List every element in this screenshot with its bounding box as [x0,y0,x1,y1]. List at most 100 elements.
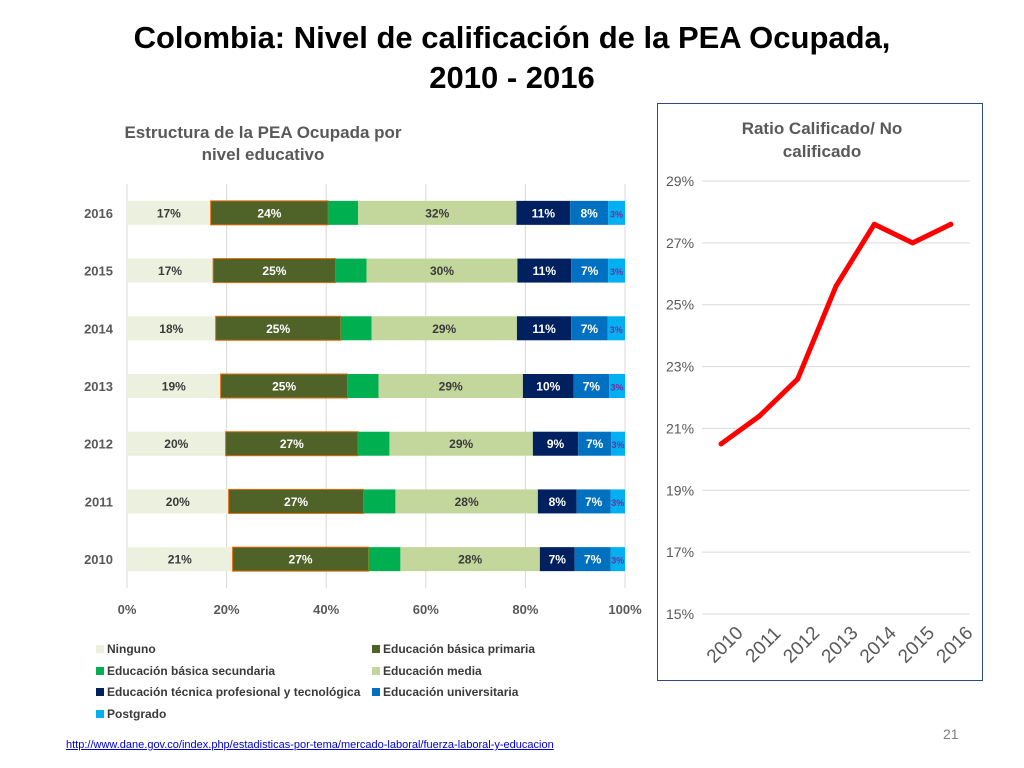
bar-segment [400,547,540,572]
bar-data-label: 20% [164,437,188,451]
bar-segment [608,200,625,225]
legend-item: Educación técnica profesional y tecnológ… [96,684,360,700]
line-chart-y-tick: 17% [666,544,694,560]
bar-segment [232,546,370,572]
bar-segment [358,200,517,225]
bar-data-label: 7% [586,437,604,451]
line-chart: Ratio Calificado/ No calificado 15% 17% 19% 2… [666,119,977,668]
line-chart-y-tick: 19% [666,482,694,498]
bar-chart-x-tick: 100% [608,602,642,617]
bar-chart-category-label: 2013 [84,379,113,394]
bar-data-label: 28% [458,553,482,567]
bar-segment [347,374,379,398]
bar-segment [366,258,518,283]
bar-segment [127,200,211,225]
bar-data-label: 20% [166,495,190,509]
bar-segment [609,374,625,398]
bar-data-label: 30% [430,264,454,278]
bar-segment [607,316,625,341]
legend-item: Educación universitaria [372,684,518,700]
legend-swatch [372,645,380,653]
bar-data-label: 7% [583,380,601,394]
bar-segment [127,489,229,514]
bar-data-label: 21% [168,553,192,567]
bar-segment [127,258,214,283]
line-chart-series [718,221,954,447]
bar-segment [574,547,611,572]
bar-data-label: 32% [425,206,449,220]
legend-swatch [96,645,104,653]
bar-chart-category-label: 2012 [84,437,113,452]
bar-chart-legend: Ninguno Educación básica primaria Educació… [96,641,596,727]
bar-data-label: 10% [536,380,560,394]
bar-data-label: 3% [612,440,625,450]
bar-chart-title: Estructura de la PEA Ocupada por [124,123,401,142]
bar-segment [532,431,579,456]
bar-segment [371,316,517,341]
bar-chart-x-tick: 20% [214,602,240,617]
bar-segment [328,200,359,225]
bar-data-label: 9% [547,437,565,451]
bar-segment [537,489,577,514]
bar-data-label: 7% [549,553,567,567]
line-chart-x-tick: 2013 [818,623,863,668]
bar-chart-category-label: 2016 [84,206,113,221]
slide-title: Colombia: Nivel de calificación de la PE… [60,18,964,98]
bar-segment [571,316,608,341]
bar-data-label: 19% [162,380,186,394]
line-chart-title: Ratio Calificado/ No [742,119,903,138]
bar-segment [225,431,359,457]
legend-swatch [96,688,104,696]
bar-segment [220,373,349,399]
line-chart-frame: Ratio Calificado/ No calificado 15% 17% 19% 2… [657,103,983,681]
legend-swatch [96,666,104,675]
bar-segment [127,547,233,572]
source-link[interactable]: http://www.dane.gov.co/index.php/estadis… [66,739,554,751]
bar-chart-category-label: 2010 [84,552,113,567]
bar-segment [378,374,523,398]
legend-swatch [96,709,104,718]
bar-chart-x-tick: 60% [413,602,439,617]
line-chart-point [948,221,954,227]
legend-label: Postgrado [107,706,167,721]
bar-data-label: 8% [580,206,598,220]
line-chart-point [910,240,916,246]
legend-swatch [372,666,380,675]
bar-segment [576,489,611,514]
bar-data-label: 7% [585,495,603,509]
bar-data-label: 11% [532,206,556,220]
legend-item: Ninguno [96,641,156,657]
line-chart-point [795,376,801,382]
bar-segment [611,431,625,456]
line-chart-x-tick: 2014 [856,622,901,667]
bar-data-label: 24% [257,206,281,220]
bar-data-label: 25% [272,380,296,394]
bar-data-label: 25% [266,322,290,336]
bar-data-label: 29% [449,437,473,451]
line-chart-y-tick: 15% [666,606,694,622]
legend-item: Educación básica secundaria [96,663,275,679]
bar-segment [389,431,533,456]
bar-segment [608,258,625,283]
slide-number: 21 [943,726,959,742]
bar-data-label: 18% [159,322,183,336]
line-chart-point [756,413,762,419]
line-chart-point [833,283,839,289]
line-chart-y-tick: 25% [666,297,694,313]
bar-segment [228,488,365,514]
bar-data-label: 27% [284,495,308,509]
bar-chart-category-label: 2015 [84,264,113,279]
bar-data-label: 28% [455,495,479,509]
legend-swatch [372,688,380,696]
line-chart-y-tick: 21% [666,420,694,436]
bar-segment [340,316,372,341]
line-chart-x-tick: 2011 [742,623,786,667]
legend-label: Educación básica primaria [383,642,536,656]
bar-segment [610,547,625,572]
line-chart-y-tick: 23% [666,359,694,375]
bar-segment [127,316,216,341]
bar-data-label: 17% [158,264,182,278]
bar-chart: Estructura de la PEA Ocupada por nivel ed… [84,123,642,617]
bar-chart-title: nivel educativo [202,145,325,164]
bar-data-label: 3% [610,267,623,277]
